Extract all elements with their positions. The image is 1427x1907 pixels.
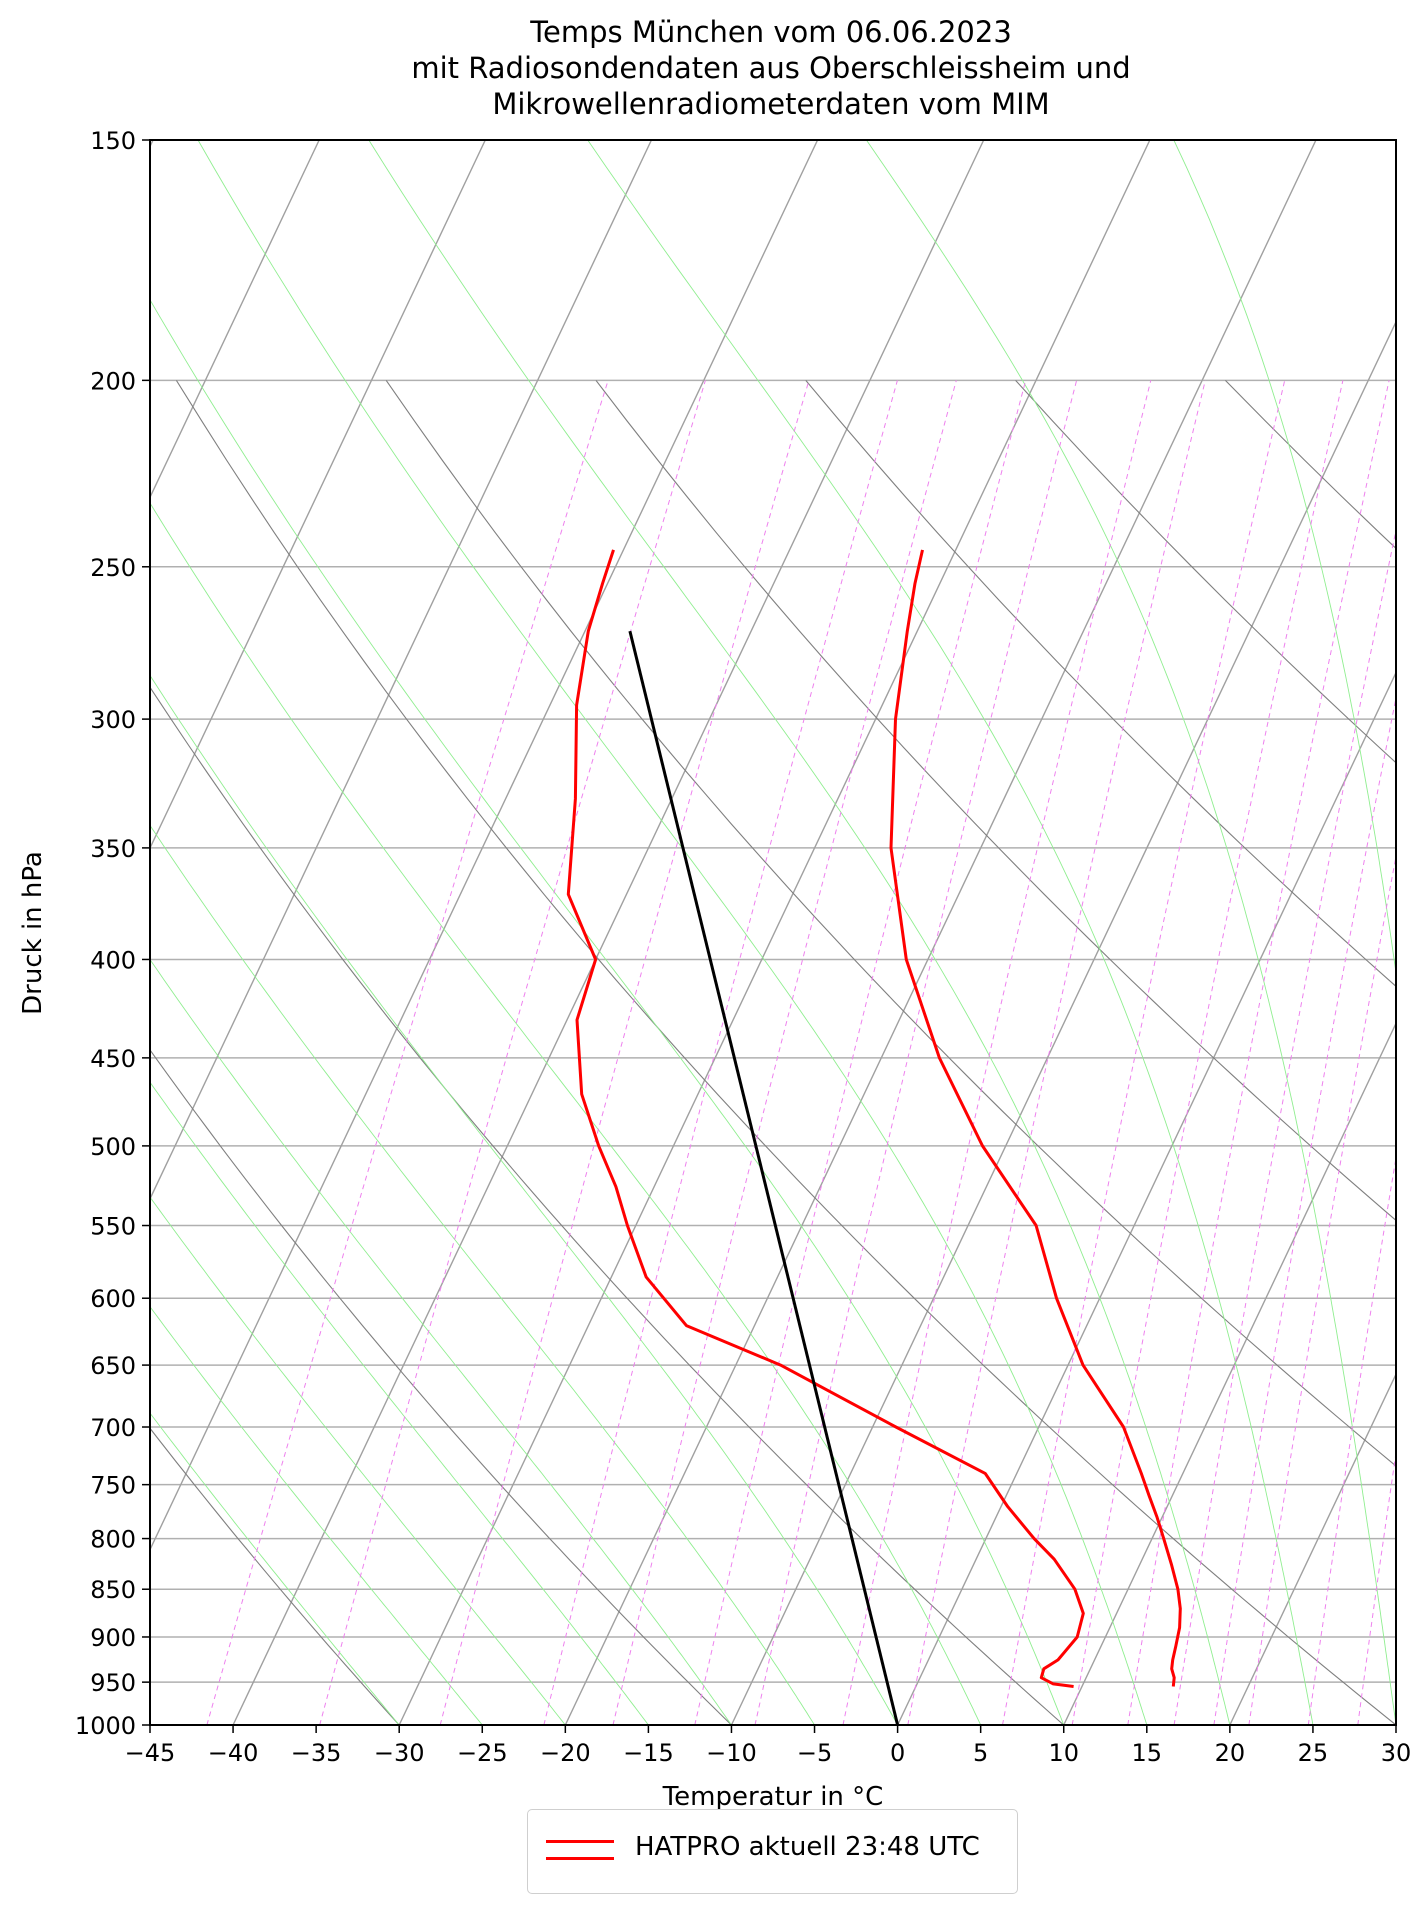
y-tick-label: 750: [90, 1472, 136, 1500]
isotherm-line: [150, 140, 486, 850]
x-tick-label: −20: [540, 1739, 591, 1767]
mixing-ratio-line: [694, 380, 1027, 1725]
legend-swatch: [546, 1840, 614, 1860]
mixing-ratio-line: [612, 380, 957, 1725]
chart-title: Temps München vom 06.06.2023 mit Radioso…: [411, 15, 1131, 121]
dry-adiabat-line: [175, 380, 1396, 1725]
y-tick-label: 350: [90, 835, 136, 863]
x-tick-label: 20: [1215, 1739, 1246, 1767]
mixing-ratio-line: [907, 380, 1206, 1725]
x-tick-label: −30: [374, 1739, 425, 1767]
moist-adiabat-line: [587, 140, 1314, 1725]
isotherm-line: [1063, 1021, 1396, 1725]
isotherm-line: [1395, 1723, 1396, 1725]
x-tick-label: −45: [125, 1739, 176, 1767]
x-tick-label: −10: [706, 1739, 757, 1767]
isotherm-line: [730, 320, 1396, 1725]
x-tick-label: 30: [1381, 1739, 1412, 1767]
isotherm-line: [150, 140, 819, 1552]
moist-adiabat-line: [150, 1081, 649, 1725]
mixing-ratio-line: [1127, 380, 1390, 1725]
y-tick-label: 950: [90, 1669, 136, 1697]
mixing-ratio-line: [1213, 695, 1396, 1725]
moist-adiabat-line: [368, 140, 1231, 1725]
moist-adiabat-line: [150, 298, 1065, 1725]
dry-adiabat-line: [150, 1048, 732, 1725]
mixing-ratio-line: [1357, 1449, 1396, 1725]
moist-adiabat-line: [150, 502, 982, 1725]
plot-frame: [149, 139, 1397, 1726]
mixing-ratio-line: [1248, 853, 1396, 1725]
isotherm-line: [150, 140, 653, 1201]
isotherm-line: [232, 140, 985, 1725]
moist-adiabat-line: [150, 1412, 400, 1725]
dry-adiabat-line: [595, 380, 1396, 1222]
y-tick-label: 150: [90, 127, 136, 155]
x-tick-label: −40: [208, 1739, 259, 1767]
dry-adiabat-line: [150, 686, 1065, 1725]
isotherm-line: [398, 140, 1151, 1725]
dry-adiabat-line: [1015, 380, 1396, 764]
x-tick-label: 15: [1132, 1739, 1163, 1767]
y-tick-label: 700: [90, 1414, 136, 1442]
y-tick-label: 300: [90, 706, 136, 734]
y-axis-label: Druck in hPa: [18, 851, 48, 1015]
x-tick-label: −5: [797, 1739, 832, 1767]
y-tick-label: 450: [90, 1045, 136, 1073]
mixing-ratio-line: [1173, 528, 1396, 1725]
dry-adiabat-line: [150, 1427, 400, 1725]
temperature-line: [889, 549, 1182, 1687]
moist-adiabat-line: [150, 1306, 483, 1725]
moist-adiabat-line: [150, 1196, 566, 1725]
mixing-ratio-line: [319, 380, 706, 1725]
moist-adiabat-line: [150, 958, 732, 1725]
mixing-ratio-line: [1400, 380, 1427, 1725]
isotherm-line: [1229, 1372, 1396, 1725]
y-tick-label: 500: [90, 1133, 136, 1161]
y-tick-label: 650: [90, 1352, 136, 1380]
y-tick-label: 600: [90, 1285, 136, 1313]
dewpoint-line: [566, 549, 1085, 1688]
x-tick-label: −15: [623, 1739, 674, 1767]
legend: HATPRO aktuell 23:48 UTC: [527, 1809, 1018, 1894]
y-tick-label: 200: [90, 367, 136, 395]
mixing-ratio-line: [1002, 380, 1286, 1725]
x-tick-label: 0: [890, 1739, 905, 1767]
moist-adiabat-line: [1173, 140, 1396, 976]
reference-line: [628, 630, 900, 1725]
isotherm-line: [896, 670, 1396, 1725]
x-tick-label: 25: [1298, 1739, 1329, 1767]
mixing-ratio-line: [1071, 380, 1344, 1725]
x-tick-label: 5: [973, 1739, 988, 1767]
moist-adiabat-line: [150, 824, 815, 1725]
mixing-ratio-line: [439, 380, 810, 1725]
mixing-ratio-line: [842, 380, 1152, 1725]
y-tick-label: 1000: [75, 1712, 136, 1740]
x-tick-label: −35: [291, 1739, 342, 1767]
x-tick-label: 10: [1048, 1739, 1079, 1767]
isotherm-line: [150, 140, 320, 499]
dry-adiabat-line: [385, 380, 1396, 1467]
legend-label: HATPRO aktuell 23:48 UTC: [635, 1832, 980, 1862]
moist-adiabat-line: [150, 674, 898, 1725]
isotherm-line: [564, 140, 1317, 1725]
mixing-ratio-line: [543, 380, 898, 1725]
y-tick-label: 800: [90, 1526, 136, 1554]
x-tick-label: −25: [457, 1739, 508, 1767]
moist-adiabat-line: [866, 140, 1396, 1725]
y-tick-label: 550: [90, 1213, 136, 1241]
y-tick-label: 900: [90, 1624, 136, 1652]
x-axis-label: Temperatur in °C: [662, 1782, 884, 1812]
y-tick-label: 850: [90, 1576, 136, 1604]
y-tick-label: 250: [90, 554, 136, 582]
dry-adiabat-line: [805, 380, 1396, 988]
mixing-ratio-line: [1307, 1154, 1396, 1725]
y-tick-label: 400: [90, 946, 136, 974]
moist-adiabat-line: [197, 140, 1148, 1725]
mixing-ratio-line: [206, 380, 609, 1725]
